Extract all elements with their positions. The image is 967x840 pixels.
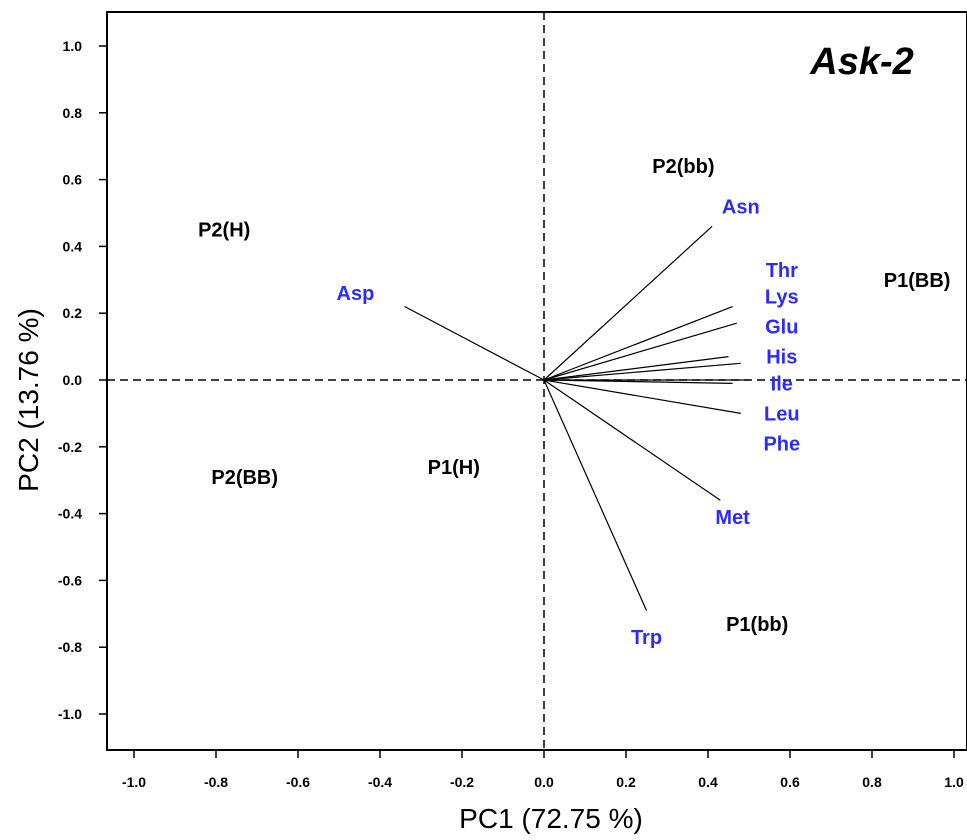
x-tick-label: -0.4 (368, 774, 392, 790)
loading-vector-phe (543, 379, 733, 384)
loading-label-trp: Trp (631, 627, 662, 649)
y-axis-ticks: 1.0 0.8 0.6 0.4 0.2 0.0 -0.2 -0.4 -0.6 -0.8 -1.0 (58, 38, 107, 722)
loading-label-met: Met (715, 507, 750, 529)
loading-vector-leu (543, 379, 741, 414)
loading-label-phe: Phe (763, 433, 800, 455)
x-tick-label: -1.0 (122, 774, 146, 790)
x-tick-label: 1.0 (944, 774, 964, 790)
y-tick-label: 0.0 (63, 372, 83, 388)
loading-vector-thr (543, 305, 733, 381)
loading-labels: Asn Asp Thr Lys Glu His Ile Leu Phe Met Trp (337, 196, 801, 649)
chart-title: Ask-2 (809, 41, 914, 83)
observation-label: P2(BB) (211, 467, 278, 489)
y-tick-label: 0.2 (63, 305, 83, 321)
x-tick-label: -0.6 (286, 774, 310, 790)
loading-label-asp: Asp (337, 283, 375, 305)
y-tick-label: -1.0 (58, 706, 82, 722)
y-tick-label: 0.6 (63, 172, 83, 188)
observation-label: P1(H) (428, 457, 480, 479)
plot-frame (106, 11, 967, 751)
y-axis-title: PC2 (13.76 %) (13, 308, 44, 492)
x-axis-title: PC1 (72.75 %) (459, 803, 643, 834)
loading-vector-asn (543, 225, 713, 381)
y-tick-label: 0.4 (63, 238, 83, 254)
x-tick-label: -0.2 (450, 774, 474, 790)
loading-label-glu: Glu (765, 317, 798, 339)
loading-vector-glu (543, 356, 729, 381)
y-tick-label: 1.0 (63, 38, 83, 54)
x-tick-label: 0.2 (616, 774, 636, 790)
reference-lines (107, 12, 967, 750)
loading-label-leu: Leu (764, 403, 800, 425)
loading-vector-met (543, 379, 721, 501)
loading-label-thr: Thr (766, 260, 798, 282)
x-axis-ticks: -1.0 -0.8 -0.6 -0.4 -0.2 0.0 0.2 0.4 0.6 0.8 1.0 (122, 750, 964, 790)
observation-label: P2(H) (198, 220, 250, 242)
x-tick-label: 0.8 (862, 774, 882, 790)
y-tick-label: -0.4 (58, 506, 82, 522)
loading-label-lys: Lys (765, 287, 799, 309)
loading-vector-lys (543, 322, 737, 381)
loading-vector-trp (543, 379, 648, 611)
y-tick-label: -0.6 (58, 572, 82, 588)
y-tick-label: -0.2 (58, 439, 82, 455)
loading-label-his: His (766, 347, 797, 369)
observation-label: P2(bb) (652, 156, 714, 178)
observation-labels: P2(bb) P2(H) P1(BB) P2(BB) P1(H) P1(bb) (198, 156, 950, 636)
x-tick-label: 0.0 (534, 774, 554, 790)
loading-label-asn: Asn (722, 196, 760, 218)
x-tick-label: 0.6 (780, 774, 800, 790)
loading-vectors (404, 225, 749, 611)
loading-vector-his (543, 362, 741, 381)
x-tick-label: -0.8 (204, 774, 228, 790)
y-tick-label: 0.8 (63, 105, 83, 121)
y-tick-label: -0.8 (58, 639, 82, 655)
observation-label: P1(BB) (884, 270, 951, 292)
loading-label-ile: Ile (771, 373, 793, 395)
observation-label: P1(bb) (726, 614, 788, 636)
loading-vector-asp (404, 305, 545, 381)
x-tick-label: 0.4 (698, 774, 718, 790)
